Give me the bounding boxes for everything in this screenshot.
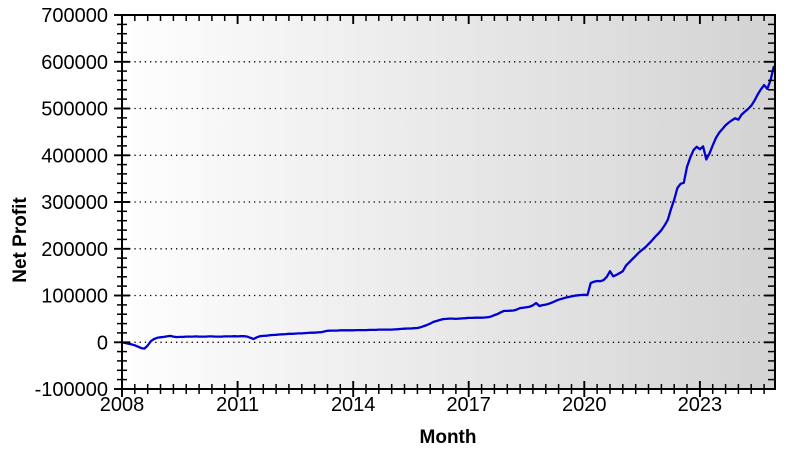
svg-text:700000: 700000 <box>41 5 108 27</box>
x-axis-title: Month <box>419 427 477 448</box>
svg-text:600000: 600000 <box>41 52 108 74</box>
svg-text:200000: 200000 <box>41 239 108 261</box>
profit-line <box>120 65 775 350</box>
svg-text:0: 0 <box>97 332 108 354</box>
svg-text:2014: 2014 <box>331 394 376 416</box>
svg-text:300000: 300000 <box>41 192 108 214</box>
svg-text:2023: 2023 <box>678 394 723 416</box>
svg-text:2020: 2020 <box>562 394 607 416</box>
svg-text:500000: 500000 <box>41 99 108 121</box>
tick-labels: -100000 0 100000 200000 300000 400000 500000 60… <box>35 5 723 416</box>
plot-border <box>121 14 776 390</box>
svg-text:2008: 2008 <box>100 394 145 416</box>
plot-background <box>122 15 775 389</box>
svg-text:-100000: -100000 <box>35 379 108 401</box>
y-axis-title: Net Profit <box>10 197 31 283</box>
svg-text:100000: 100000 <box>41 286 108 308</box>
svg-text:400000: 400000 <box>41 145 108 167</box>
svg-text:2011: 2011 <box>216 394 259 416</box>
svg-text:2017: 2017 <box>446 394 491 416</box>
